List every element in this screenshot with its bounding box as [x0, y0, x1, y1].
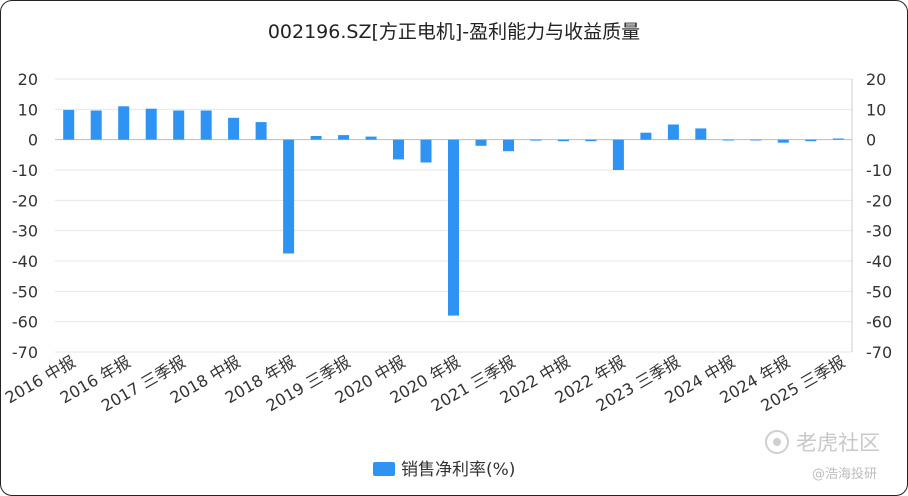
left-y-tick-label: 20 [18, 70, 38, 89]
bar[interactable] [557, 139, 569, 142]
bar[interactable] [585, 139, 597, 142]
right-y-tick-label: -50 [866, 282, 892, 301]
bar[interactable] [90, 110, 102, 140]
bar[interactable] [503, 139, 514, 152]
bar[interactable] [640, 132, 652, 140]
right-y-tick-label: -60 [866, 313, 892, 332]
bar[interactable] [228, 117, 240, 140]
left-y-tick-label: -60 [12, 313, 38, 332]
right-y-tick-label: -20 [866, 191, 892, 210]
right-y-tick-label: -70 [866, 343, 892, 362]
bar[interactable] [365, 136, 377, 140]
bar-series [63, 106, 844, 316]
bar[interactable] [145, 108, 157, 140]
right-y-tick-label: -40 [866, 252, 892, 271]
right-y-tick-label: 20 [866, 70, 886, 89]
left-y-tick-label: -50 [12, 282, 38, 301]
left-y-tick-label: 10 [18, 100, 38, 119]
bar[interactable] [530, 139, 542, 141]
left-y-tick-label: -20 [12, 191, 38, 210]
bar[interactable] [832, 138, 844, 140]
bar[interactable] [612, 139, 624, 170]
bar[interactable] [805, 139, 817, 142]
bar[interactable] [338, 135, 350, 140]
bar[interactable] [255, 122, 267, 140]
bar[interactable] [695, 128, 707, 140]
bar[interactable] [283, 139, 295, 254]
right-y-tick-label: 10 [866, 100, 886, 119]
watermark-logo-dot [773, 438, 781, 446]
bar[interactable] [750, 139, 762, 141]
bar[interactable] [475, 139, 487, 146]
watermark-brand: 老虎社区 [796, 431, 880, 455]
right-y-tick-label: 0 [866, 131, 876, 150]
bar[interactable] [200, 110, 212, 140]
bar[interactable] [118, 106, 130, 140]
left-y-axis: 20 10 0 -10 -20 -30 -40 -50 -60 -70 [12, 70, 38, 362]
bar[interactable] [722, 139, 734, 141]
watermark-sub: @浩海投研 [812, 466, 877, 482]
bar[interactable] [420, 139, 432, 163]
bar[interactable] [667, 124, 679, 140]
watermark-logo-icon [765, 430, 789, 454]
legend-swatch [373, 462, 395, 476]
right-y-tick-label: -10 [866, 161, 892, 180]
left-y-tick-label: 0 [28, 131, 38, 150]
bar[interactable] [393, 139, 404, 160]
left-y-tick-label: -40 [12, 252, 38, 271]
legend[interactable]: 销售净利率(%) [373, 460, 515, 480]
bar[interactable] [448, 139, 459, 316]
bar[interactable] [173, 110, 185, 140]
bar[interactable] [777, 139, 789, 143]
chart-title: 002196.SZ[方正电机]-盈利能力与收益质量 [268, 21, 640, 43]
grid-lines [55, 78, 852, 353]
bar[interactable] [63, 109, 75, 140]
legend-label: 销售净利率(%) [401, 460, 515, 480]
left-y-tick-label: -30 [12, 222, 38, 241]
bar[interactable] [310, 136, 322, 140]
right-y-tick-label: -30 [866, 222, 892, 241]
left-y-tick-label: -10 [12, 161, 38, 180]
left-y-tick-label: -70 [12, 343, 38, 362]
right-y-axis: 20 10 0 -10 -20 -30 -40 -50 -60 -70 [851, 70, 892, 362]
watermark: 老虎社区 @浩海投研 [765, 430, 880, 482]
